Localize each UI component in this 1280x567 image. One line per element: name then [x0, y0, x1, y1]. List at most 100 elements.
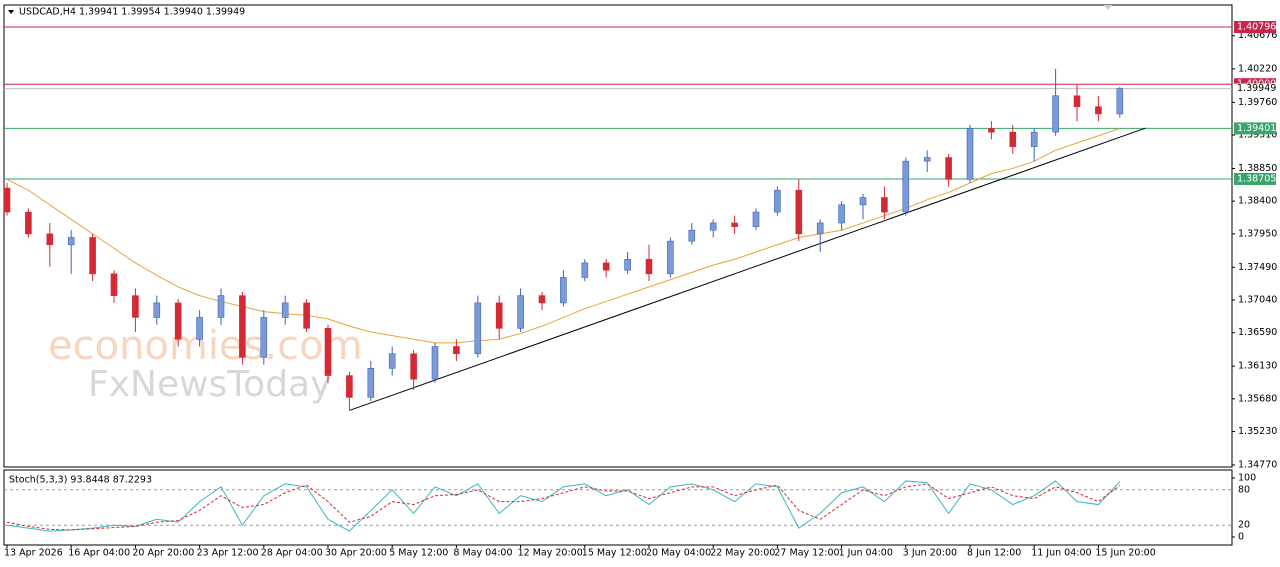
- candle-body: [324, 328, 332, 376]
- candle-body: [923, 157, 931, 162]
- y-tick-label: 1.34770: [1238, 459, 1277, 470]
- level-label-box: [1234, 122, 1276, 135]
- y-tick-label: 1.35230: [1238, 426, 1277, 437]
- y-tick-label: 1.35680: [1238, 393, 1277, 404]
- watermark: economies.com: [48, 323, 363, 369]
- main-frame: [3, 4, 1233, 468]
- level-label-box: [1234, 21, 1276, 34]
- candle-body: [731, 222, 738, 227]
- candle-body: [110, 273, 118, 296]
- candle-body: [1116, 88, 1124, 115]
- menu-arrow[interactable]: [8, 10, 14, 14]
- candle-body: [239, 295, 246, 358]
- candle-body: [688, 229, 696, 242]
- candle-body: [709, 222, 717, 231]
- candle-body: [816, 222, 824, 235]
- candle-body: [902, 160, 910, 213]
- x-tick-label: 27 May 12:00: [774, 548, 839, 559]
- candle-body: [1073, 95, 1081, 107]
- candle-body: [667, 240, 674, 275]
- x-tick-label: 28 Apr 04:00: [261, 548, 323, 559]
- candle-body: [453, 346, 460, 355]
- level-label: 1.39401: [1237, 123, 1276, 134]
- candle-body: [388, 353, 396, 369]
- y-tick-label: 1.37040: [1238, 294, 1277, 305]
- x-tick-label: 15 Jun 20:00: [1095, 548, 1155, 559]
- candle-body: [538, 295, 546, 304]
- candle-body: [581, 262, 589, 278]
- candle-body: [153, 302, 161, 318]
- candle-body: [1095, 106, 1102, 115]
- y-tick-label: 1.37950: [1238, 228, 1277, 239]
- stoch-line: [6, 483, 1121, 531]
- x-tick-label: 8 Jun 12:00: [967, 548, 1021, 559]
- moving-average: [6, 128, 1120, 344]
- x-tick-label: 11 Jun 04:00: [1031, 548, 1091, 559]
- level-label: 1.38705: [1237, 173, 1276, 184]
- watermark: FxNewsToday: [88, 364, 331, 405]
- candle-body: [1052, 95, 1059, 133]
- level-label: 1.40796: [1237, 22, 1276, 33]
- stoch-tick-label: 0: [1238, 532, 1244, 543]
- x-tick-label: 20 May 04:00: [646, 548, 711, 559]
- x-tick-label: 3 Jun 20:00: [903, 548, 957, 559]
- candle-body: [602, 262, 610, 271]
- candle-body: [881, 197, 888, 213]
- candle-body: [838, 204, 845, 224]
- current-price-box: [1234, 83, 1276, 94]
- x-tick-label: 8 May 04:00: [453, 548, 512, 559]
- stoch-frame: [3, 469, 1233, 546]
- candle-body: [431, 346, 439, 380]
- x-tick-label: 23 Apr 12:00: [197, 548, 259, 559]
- candle-body: [346, 375, 353, 398]
- x-tick-label: 12 May 20:00: [518, 548, 583, 559]
- candle-body: [517, 295, 524, 329]
- y-tick-label: 1.37490: [1238, 262, 1277, 273]
- y-tick-label: 1.40220: [1238, 63, 1277, 74]
- candle-body: [988, 128, 995, 133]
- candle-body: [260, 317, 268, 358]
- candle-body: [46, 233, 54, 246]
- x-tick-label: 1 Jun 04:00: [839, 548, 893, 559]
- trendline: [349, 127, 1146, 411]
- y-tick-label: 1.36590: [1238, 327, 1277, 338]
- candle-body: [966, 128, 974, 180]
- y-tick-label: 1.36130: [1238, 361, 1277, 372]
- candle-body: [624, 258, 631, 271]
- scroll-marker[interactable]: [1104, 5, 1112, 10]
- candle-body: [281, 302, 289, 318]
- x-tick-label: 20 Apr 20:00: [132, 548, 194, 559]
- candle-body: [774, 189, 781, 213]
- candle-body: [3, 187, 11, 213]
- candle-body: [859, 197, 867, 206]
- y-tick-label: 1.38850: [1238, 163, 1277, 174]
- candle-body: [67, 237, 75, 246]
- candle-body: [367, 368, 375, 398]
- candle-body: [560, 277, 567, 304]
- chart-title: USDCAD,H4 1.39941 1.39954 1.39940 1.3994…: [19, 7, 245, 18]
- x-tick-label: 16 Apr 04:00: [68, 548, 130, 559]
- candle-body: [945, 157, 952, 180]
- candle-body: [303, 302, 310, 329]
- candle-body: [196, 317, 203, 340]
- stoch-line: [6, 480, 1121, 532]
- x-tick-label: 5 May 12:00: [389, 548, 448, 559]
- candle-body: [795, 189, 803, 235]
- candle-body: [495, 302, 503, 329]
- y-tick-label: 1.40676: [1238, 30, 1277, 41]
- x-tick-label: 30 Apr 20:00: [325, 548, 387, 559]
- stoch-tick-label: 20: [1238, 520, 1250, 531]
- candle-body: [132, 295, 139, 318]
- watermark-layer: economies.com FxNewsToday: [48, 323, 363, 405]
- candle-body: [645, 258, 653, 275]
- x-tick-label: 13 Apr 2026: [4, 548, 63, 559]
- candle-body: [217, 295, 225, 318]
- candle-body: [1030, 131, 1038, 147]
- candle-body: [474, 302, 482, 355]
- candle-body: [174, 302, 182, 340]
- x-tick-label: 22 May 20:00: [710, 548, 775, 559]
- candle-body: [1009, 131, 1017, 147]
- x-tick-label: 15 May 12:00: [582, 548, 647, 559]
